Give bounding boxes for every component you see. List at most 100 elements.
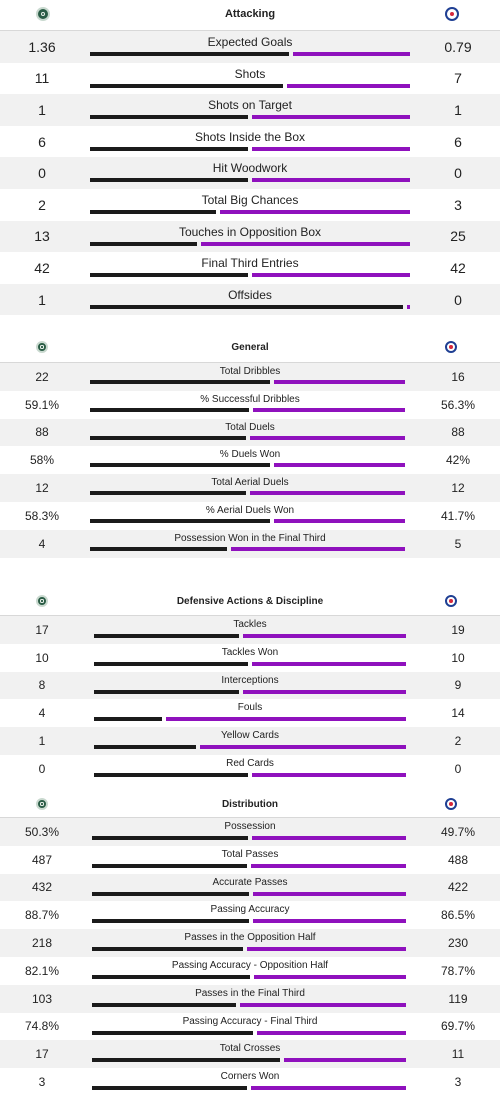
away-value: 1 bbox=[454, 101, 462, 118]
away-value: 3 bbox=[454, 196, 462, 213]
away-share-bar bbox=[247, 947, 406, 952]
home-share-bar bbox=[90, 178, 248, 183]
comparison-bar bbox=[92, 919, 406, 924]
away-value: 230 bbox=[447, 936, 469, 951]
stat-label: % Successful Dribbles bbox=[200, 393, 300, 405]
away-share-bar bbox=[287, 83, 410, 88]
home-share-bar bbox=[92, 1030, 253, 1035]
comparison-bar bbox=[90, 546, 405, 551]
comparison-bar bbox=[90, 209, 410, 214]
stat-label: % Duels Won bbox=[219, 449, 281, 461]
home-share-bar bbox=[90, 209, 216, 214]
away-share-bar bbox=[252, 115, 410, 120]
home-value: 6 bbox=[38, 133, 46, 150]
home-value: 11 bbox=[34, 70, 50, 87]
home-share-bar bbox=[90, 518, 270, 523]
stat-label: Touches in Opposition Box bbox=[178, 224, 322, 239]
away-team-crest-icon bbox=[445, 7, 459, 21]
away-value: 86.5% bbox=[440, 908, 476, 923]
stat-row-fouls: 4 Fouls 14 bbox=[0, 699, 500, 727]
home-value: 487 bbox=[31, 852, 53, 867]
stat-label: Total Aerial Duels bbox=[211, 477, 289, 489]
stat-label: Total Crosses bbox=[219, 1043, 281, 1055]
stat-label: Passing Accuracy - Opposition Half bbox=[171, 959, 329, 971]
away-share-bar bbox=[201, 241, 410, 246]
comparison-bar bbox=[90, 304, 410, 309]
comparison-bar bbox=[90, 241, 410, 246]
stat-row-pct-aerial-duels-won: 58.3% % Aerial Duels Won 41.7% bbox=[0, 502, 500, 530]
comparison-bar bbox=[92, 863, 406, 868]
home-value: 12 bbox=[35, 481, 49, 496]
stat-row-total-big-chances: 2 Total Big Chances 3 bbox=[0, 189, 500, 221]
away-value: 19 bbox=[451, 622, 465, 637]
stat-row-total-crosses: 17 Total Crosses 11 bbox=[0, 1040, 500, 1069]
home-share-bar bbox=[94, 717, 162, 722]
away-value: 14 bbox=[451, 706, 465, 721]
home-value: 17 bbox=[35, 622, 49, 637]
home-team-crest-icon bbox=[36, 798, 48, 810]
stat-row-total-passes: 487 Total Passes 488 bbox=[0, 846, 500, 874]
home-value: 82.1% bbox=[24, 963, 60, 978]
away-value: 0.79 bbox=[444, 38, 472, 55]
comparison-bar bbox=[90, 52, 410, 56]
away-value: 0 bbox=[454, 165, 462, 182]
away-share-bar bbox=[243, 689, 406, 694]
home-share-bar bbox=[94, 661, 248, 666]
home-value: 74.8% bbox=[24, 1019, 60, 1034]
home-share-bar bbox=[92, 1058, 280, 1063]
comparison-bar bbox=[92, 891, 406, 896]
comparison-bar bbox=[92, 1058, 406, 1063]
stat-label: Passing Accuracy - Final Third bbox=[182, 1015, 318, 1027]
stat-label: Passes in the Opposition Half bbox=[184, 932, 316, 944]
stat-row-passing-accuracy: 88.7% Passing Accuracy 86.5% bbox=[0, 901, 500, 929]
stat-label: Corners Won bbox=[220, 1071, 280, 1083]
away-value: 422 bbox=[447, 880, 469, 895]
away-share-bar bbox=[252, 178, 410, 183]
away-value: 12 bbox=[451, 481, 465, 496]
comparison-bar bbox=[94, 661, 406, 666]
comparison-bar bbox=[90, 380, 405, 384]
section-header: General bbox=[0, 334, 500, 363]
comparison-bar bbox=[92, 1002, 406, 1007]
stat-row-corners-won: 3 Corners Won 3 bbox=[0, 1068, 500, 1096]
stat-row-total-dribbles: 22 Total Dribbles 16 bbox=[0, 363, 500, 391]
away-value: 88 bbox=[451, 425, 465, 440]
away-value: 69.7% bbox=[440, 1019, 476, 1034]
stat-row-red-cards: 0 Red Cards 0 bbox=[0, 755, 500, 783]
away-share-bar bbox=[240, 1002, 406, 1007]
stat-label: Total Duels bbox=[225, 421, 275, 433]
stat-label: Offsides bbox=[228, 287, 272, 302]
stat-label: Passes in the Final Third bbox=[195, 987, 305, 999]
stat-row-shots: 11 Shots 7 bbox=[0, 63, 500, 95]
section-distribution: Distribution 50.3% Possession 49.7% 487 Total… bbox=[0, 792, 500, 1096]
stat-row-pct-duels-won: 58% % Duels Won 42% bbox=[0, 446, 500, 474]
away-value: 7 bbox=[454, 70, 462, 87]
stat-row-tackles: 17 Tackles 19 bbox=[0, 616, 500, 644]
home-value: 1.36 bbox=[28, 38, 56, 55]
away-share-bar bbox=[252, 772, 406, 777]
home-value: 17 bbox=[35, 1047, 49, 1062]
stat-row-accurate-passes: 432 Accurate Passes 422 bbox=[0, 873, 500, 902]
stat-label: Interceptions bbox=[221, 674, 279, 686]
away-team-crest-icon bbox=[445, 341, 457, 353]
away-value: 3 bbox=[454, 1075, 462, 1090]
away-share-bar bbox=[253, 407, 405, 412]
home-share-bar bbox=[90, 546, 227, 551]
away-value: 16 bbox=[451, 369, 465, 384]
stat-row-passes-in-the-opposition-half: 218 Passes in the Opposition Half 230 bbox=[0, 929, 500, 957]
home-value: 22 bbox=[35, 369, 49, 384]
comparison-bar bbox=[90, 463, 405, 468]
section-attacking: Attacking 1.36 Expected Goals 0.79 11 Shots 7 1… bbox=[0, 0, 500, 316]
away-value: 6 bbox=[454, 133, 462, 150]
away-share-bar bbox=[250, 435, 405, 440]
home-share-bar bbox=[94, 772, 248, 777]
away-share-bar bbox=[284, 1058, 406, 1063]
home-value: 1 bbox=[38, 734, 46, 749]
stat-label: % Aerial Duels Won bbox=[205, 504, 295, 516]
home-share-bar bbox=[94, 634, 239, 638]
home-share-bar bbox=[92, 863, 247, 868]
stat-label: Final Third Entries bbox=[201, 256, 299, 271]
home-share-bar bbox=[92, 974, 250, 979]
stat-row-possession: 50.3% Possession 49.7% bbox=[0, 818, 500, 846]
stat-label: Fouls bbox=[237, 702, 263, 714]
